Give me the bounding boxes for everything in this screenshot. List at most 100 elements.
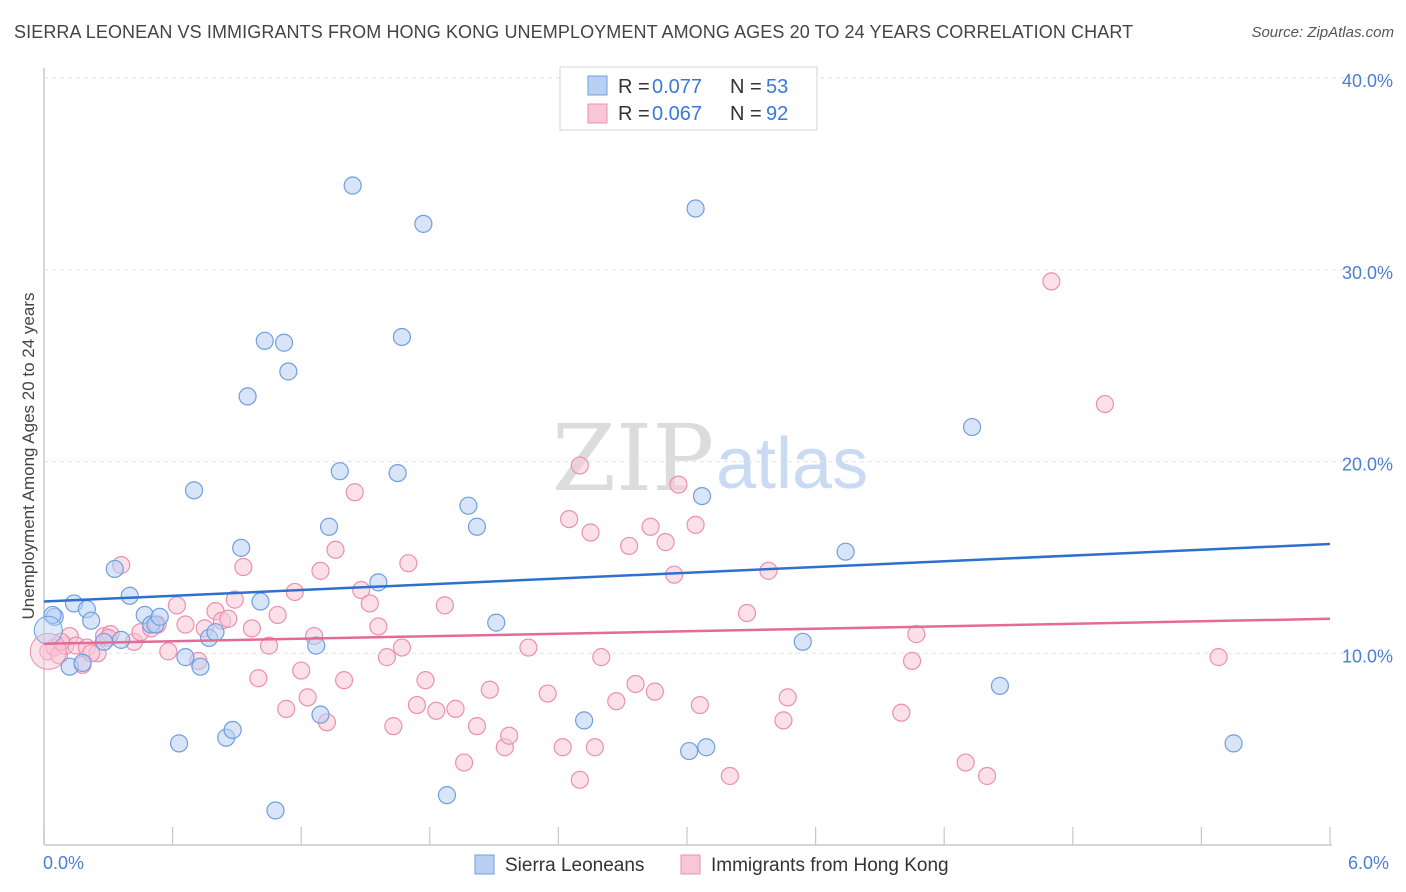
hong-kong-point xyxy=(1095,394,1115,414)
x-tick-label-min: 0.0% xyxy=(43,853,84,873)
hong-kong-point xyxy=(774,711,793,730)
sierra-leonean-point xyxy=(392,327,412,347)
hong-kong-point xyxy=(326,540,345,559)
watermark-atlas: atlas xyxy=(716,424,868,504)
legend-box: R = 0.077 N = 53 R = 0.067 N = 92 xyxy=(559,66,818,131)
sierra-leonean-point xyxy=(251,592,270,611)
hong-kong-point xyxy=(369,617,388,636)
legend-r-label-2: R = xyxy=(618,103,650,125)
y-tick-label: 10.0% xyxy=(1342,646,1393,666)
hong-kong-point xyxy=(778,688,797,707)
sierra-leonean-point xyxy=(459,496,478,515)
hong-kong-point xyxy=(467,717,487,736)
sierra-leonean-point xyxy=(105,559,124,579)
sierra-leonean-point xyxy=(414,214,433,233)
hong-kong-point xyxy=(607,692,626,711)
sierra-leonean-point xyxy=(686,199,705,218)
hong-kong-point xyxy=(277,699,296,718)
series-pink-points xyxy=(29,272,1228,789)
hong-kong-point xyxy=(656,533,675,552)
sierra-leonean-point xyxy=(697,738,716,757)
hong-kong-point xyxy=(392,638,412,657)
hong-kong-point xyxy=(686,515,705,534)
hong-kong-point xyxy=(259,636,279,655)
sierra-leonean-point xyxy=(575,711,594,730)
hong-kong-point xyxy=(352,580,371,600)
hong-kong-point xyxy=(669,475,688,494)
sierra-leonean-cluster-point xyxy=(33,615,63,645)
sierra-leonean-point xyxy=(793,632,812,651)
y-tick-label: 20.0% xyxy=(1342,455,1393,475)
hong-kong-point xyxy=(334,671,354,690)
sierra-leonean-point xyxy=(307,636,326,655)
y-tick-label: 30.0% xyxy=(1342,263,1393,283)
bottom-legend-swatch-blue xyxy=(474,854,495,875)
sierra-leonean-point xyxy=(1224,734,1243,753)
sierra-leonean-point xyxy=(388,463,407,483)
hong-kong-point xyxy=(1209,648,1228,667)
sierra-leonean-point xyxy=(369,573,388,592)
sierra-leonean-point xyxy=(266,801,285,820)
legend-n-label-1: N = xyxy=(730,76,762,98)
hong-kong-point xyxy=(249,669,268,688)
sierra-leonean-point xyxy=(191,657,210,676)
legend-n-label-2: N = xyxy=(730,103,762,125)
trend-lines xyxy=(43,542,1331,645)
sierra-leonean-trend-line xyxy=(43,542,1331,603)
legend-r-value-2: 0.067 xyxy=(652,103,702,125)
hong-kong-point xyxy=(737,603,757,623)
sierra-leonean-point xyxy=(82,611,101,630)
hong-kong-point xyxy=(1042,272,1061,291)
hong-kong-point xyxy=(399,554,418,573)
legend-n-value-2: 92 xyxy=(766,103,788,125)
hong-kong-point xyxy=(977,766,997,786)
hong-kong-point xyxy=(570,456,589,475)
hong-kong-point xyxy=(581,523,600,542)
sierra-leonean-point xyxy=(112,630,131,649)
hong-kong-point xyxy=(538,684,557,703)
sierra-leonean-point xyxy=(467,517,487,536)
sierra-leonean-point xyxy=(184,481,204,500)
sierra-leonean-point xyxy=(223,720,242,740)
hong-kong-point xyxy=(360,594,379,613)
legend-r-label-1: R = xyxy=(618,76,650,98)
hong-kong-point xyxy=(435,596,454,615)
hong-kong-point xyxy=(902,651,922,671)
hong-kong-point xyxy=(416,671,435,690)
sierra-leonean-point xyxy=(206,623,225,642)
hong-kong-point xyxy=(234,557,253,577)
legend-r-value-1: 0.077 xyxy=(652,76,702,98)
hong-kong-point xyxy=(285,582,304,602)
sierra-leonean-point xyxy=(311,705,330,724)
sierra-leonean-point xyxy=(836,542,855,561)
sierra-leonean-point xyxy=(238,387,257,406)
x-tick-label-max: 6.0% xyxy=(1348,853,1389,873)
hong-kong-point xyxy=(620,536,639,556)
sierra-leonean-point xyxy=(990,676,1010,695)
sierra-leonean-point xyxy=(343,176,362,195)
hong-kong-point xyxy=(570,770,589,789)
legend-swatch-blue xyxy=(587,75,608,96)
bottom-legend-swatch-pink xyxy=(680,854,701,875)
hong-kong-point xyxy=(592,648,611,667)
hong-kong-point xyxy=(311,561,330,580)
sierra-leonean-point xyxy=(169,734,189,753)
series-blue-points xyxy=(33,176,1243,820)
hong-kong-point xyxy=(219,609,238,628)
hong-kong-point xyxy=(500,726,519,745)
hong-kong-point xyxy=(585,738,604,757)
chart-title: SIERRA LEONEAN VS IMMIGRANTS FROM HONG K… xyxy=(14,22,1134,42)
sierra-leonean-point xyxy=(176,648,195,667)
legend-swatch-pink xyxy=(587,103,608,124)
hong-kong-point xyxy=(641,517,660,536)
hong-kong-point xyxy=(907,625,926,644)
bottom-legend-label-blue: Sierra Leoneans xyxy=(505,855,644,876)
sierra-leonean-point xyxy=(274,333,294,352)
hong-kong-point xyxy=(690,695,709,715)
sierra-leonean-point xyxy=(962,417,982,437)
hong-kong-point xyxy=(345,483,364,502)
sierra-leonean-point xyxy=(279,362,298,381)
sierra-leonean-point xyxy=(120,586,139,605)
sierra-leonean-point xyxy=(255,331,274,350)
bottom-legend-label-pink: Immigrants from Hong Kong xyxy=(711,855,949,876)
